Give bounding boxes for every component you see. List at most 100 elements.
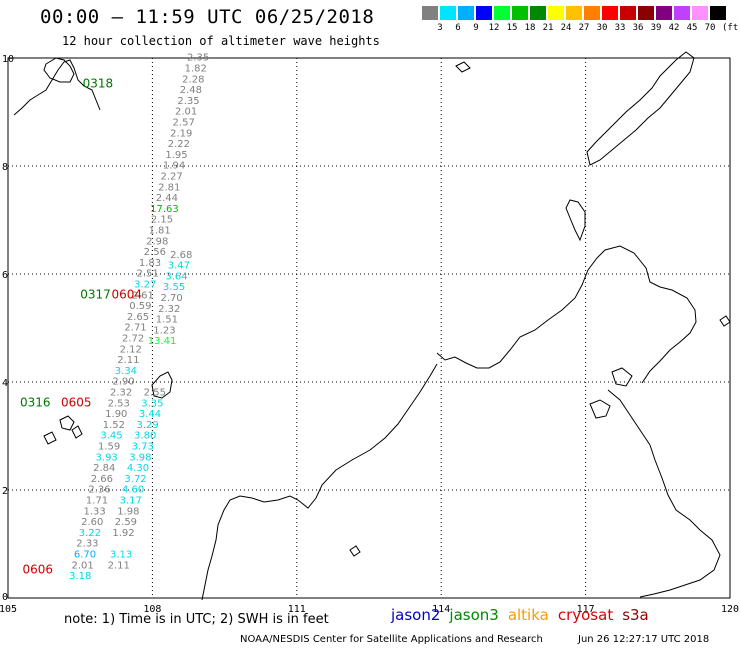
coastline-north-east xyxy=(586,51,695,166)
wave-height-label: 3.13 xyxy=(110,550,132,561)
legend-swatch xyxy=(476,6,492,20)
wave-height-label: 2.56 xyxy=(144,247,166,258)
wave-height-label: 2.59 xyxy=(115,517,137,528)
legend-value: 9 xyxy=(473,23,479,33)
axis-ticks: 105 108 111 114 117 120 0 2 4 6 8 10 xyxy=(0,54,739,615)
wave-height-label: 2.22 xyxy=(168,139,190,150)
wave-height-label: 1.59 xyxy=(98,442,120,453)
wave-height-label: 3.22 xyxy=(79,528,101,539)
wave-height-label: 3.55 xyxy=(163,282,185,293)
wave-height-label: 2.19 xyxy=(170,128,192,139)
coastline-south xyxy=(201,363,438,601)
wave-height-label: 2.98 xyxy=(146,236,168,247)
satellite-name: altika xyxy=(507,606,549,624)
lon-tick-label: 117 xyxy=(577,604,595,615)
legend-unit: (ft) xyxy=(722,23,740,33)
wave-height-label: 2.72 xyxy=(122,334,144,345)
wave-height-label: 2.48 xyxy=(180,85,202,96)
wave-height-label: 2.28 xyxy=(182,74,204,85)
wave-height-label: 2.35 xyxy=(177,96,199,107)
wave-height-label: 17.63 xyxy=(150,204,179,215)
coastline-east xyxy=(565,199,586,242)
legend-swatch xyxy=(512,6,528,20)
wave-height-label: 1.51 xyxy=(156,315,178,326)
wave-height-label: 2.90 xyxy=(112,377,134,388)
legend-value: 15 xyxy=(506,23,518,33)
pass-id-label: 0318 xyxy=(83,77,114,91)
wave-height-label: 3.98 xyxy=(129,452,151,463)
wave-height-label: 3.93 xyxy=(96,452,118,463)
wave-height-label: 4.60 xyxy=(122,485,144,496)
wave-height-label: 3.44 xyxy=(139,409,161,420)
satellite-key: jason2 jason3 altika cryosat s3a xyxy=(391,606,658,624)
wave-height-label: 2.84 xyxy=(93,463,115,474)
wave-height-label: 1.94 xyxy=(163,161,185,172)
legend-swatch xyxy=(494,6,510,20)
wave-height-label: 3.34 xyxy=(115,366,137,377)
wave-height-label: 2.12 xyxy=(120,344,142,355)
wave-height-label: 3.80 xyxy=(134,431,156,442)
wave-height-label: 2.27 xyxy=(161,172,183,183)
satellite-name: jason3 xyxy=(449,606,499,624)
wave-height-label: 2.57 xyxy=(173,118,195,129)
wave-height-label: 2.01 xyxy=(71,560,93,571)
wave-height-label: 2.60 xyxy=(81,517,103,528)
legend-swatch xyxy=(584,6,600,20)
wave-height-label: 3.29 xyxy=(136,420,158,431)
legend-swatch xyxy=(422,6,438,20)
lat-tick-label: 6 xyxy=(2,270,8,281)
wave-height-label: 2.70 xyxy=(161,293,183,304)
lat-tick-label: 4 xyxy=(2,378,8,389)
wave-height-label: 2.53 xyxy=(108,398,130,409)
wave-height-label: 2.51 xyxy=(136,269,158,280)
legend-value: 33 xyxy=(614,23,626,33)
wave-height-label: 3.72 xyxy=(124,474,146,485)
wave-height-label: 1.82 xyxy=(185,64,207,75)
wave-height-label: 2.32 xyxy=(158,304,180,315)
wave-height-label: 3.18 xyxy=(69,571,91,582)
wave-height-label: 2.61 xyxy=(132,290,154,301)
pass-id-label: 0606 xyxy=(22,563,53,577)
footer-note: note: 1) Time is in UTC; 2) SWH is in fe… xyxy=(64,612,329,627)
legend-swatch xyxy=(458,6,474,20)
wave-height-label: 2.15 xyxy=(151,215,173,226)
legend-value: 27 xyxy=(578,23,590,33)
coastline-island-dots xyxy=(43,61,731,557)
pass-id-label: 0604 xyxy=(111,287,142,301)
wave-height-label: 2.81 xyxy=(158,182,180,193)
legend-value: 24 xyxy=(560,23,572,33)
legend-swatch xyxy=(710,6,726,20)
pass-id-label: 0605 xyxy=(61,395,92,409)
legend-swatch xyxy=(674,6,690,20)
wave-height-label: 1.23 xyxy=(153,325,175,336)
wave-height-label: 3.27 xyxy=(134,280,156,291)
wave-height-observations: 2.351.822.282.482.352.012.572.192.221.95… xyxy=(69,53,209,582)
legend-swatch xyxy=(620,6,636,20)
lon-tick-label: 111 xyxy=(288,604,306,615)
wave-height-label: 2.65 xyxy=(127,312,149,323)
lat-tick-label: 10 xyxy=(2,54,14,65)
coastline-island-small xyxy=(151,371,173,399)
pass-id-label: 0317 xyxy=(80,287,111,301)
legend-value: 21 xyxy=(542,23,554,33)
wave-height-label: 3.35 xyxy=(141,398,163,409)
wave-height-label: 2.01 xyxy=(175,107,197,118)
lon-tick-label: 105 xyxy=(0,604,17,615)
lon-tick-label: 114 xyxy=(432,604,450,615)
wave-height-label: 2.55 xyxy=(144,388,166,399)
legend-value: 45 xyxy=(686,23,698,33)
wave-height-label: 6.70 xyxy=(74,550,96,561)
lon-tick-label: 120 xyxy=(721,604,739,615)
legend-value: 3 xyxy=(437,23,443,33)
legend-value: 30 xyxy=(596,23,608,33)
wave-height-label: 2.11 xyxy=(108,560,130,571)
coastline-west xyxy=(13,59,101,116)
wave-height-label: 2.35 xyxy=(187,53,209,64)
legend-swatch xyxy=(692,6,708,20)
legend-value: 42 xyxy=(668,23,680,33)
wave-height-label: 1.71 xyxy=(86,496,108,507)
lat-tick-label: 0 xyxy=(2,592,8,603)
coastline-west-island xyxy=(43,57,75,83)
wave-height-label: 2.36 xyxy=(88,485,110,496)
map-title: 00:00 – 11:59 UTC 06/25/2018 xyxy=(40,6,375,28)
